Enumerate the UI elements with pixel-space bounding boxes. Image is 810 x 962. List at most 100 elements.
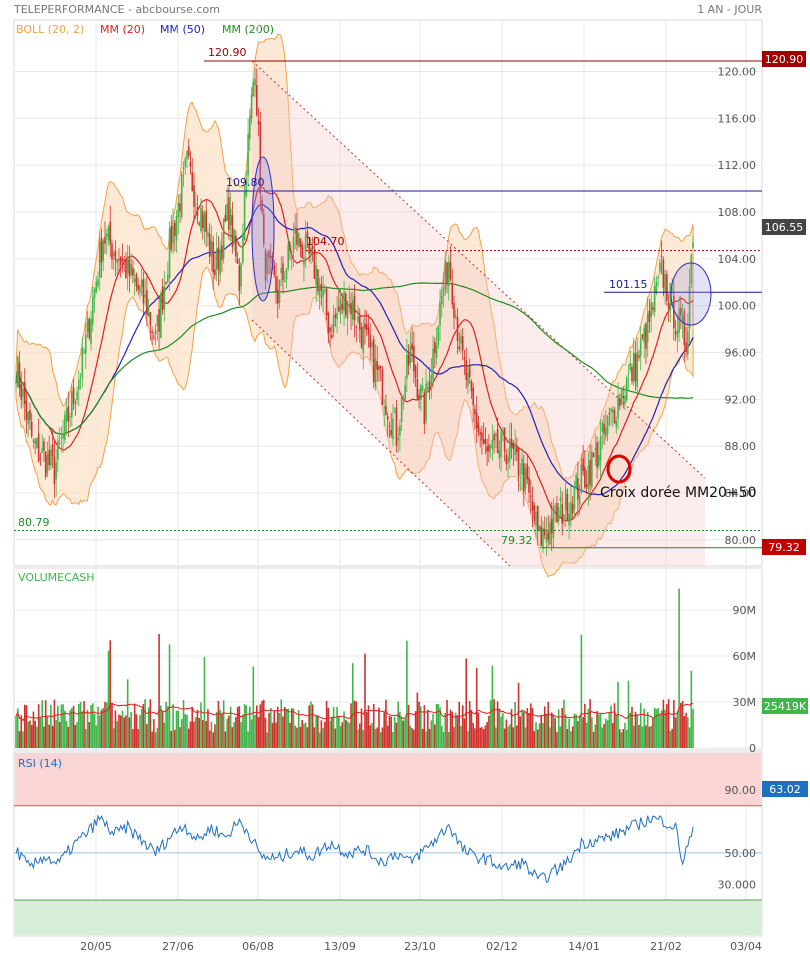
volume-bar	[690, 670, 693, 748]
volume-bar	[205, 721, 208, 748]
candle-body	[582, 458, 584, 471]
candle-body	[36, 438, 38, 449]
candle-body	[393, 411, 396, 413]
volume-bar	[639, 703, 642, 748]
candle-body	[78, 380, 80, 390]
candle-body	[509, 438, 511, 462]
volume-bar	[233, 722, 235, 748]
chart-period: 1 AN - JOUR	[697, 3, 762, 16]
volume-bar	[481, 727, 483, 748]
volume-bar	[669, 730, 672, 748]
candle-body	[135, 274, 138, 287]
volume-bar	[357, 729, 359, 748]
candle-body	[435, 344, 438, 359]
volume-bar	[521, 709, 523, 748]
candle-body	[48, 449, 50, 465]
volume-bar	[632, 725, 635, 748]
volume-bar	[331, 717, 333, 748]
volume-bar	[676, 711, 679, 748]
candle-body	[329, 327, 331, 332]
candle-body	[83, 351, 85, 353]
candle-body	[194, 203, 197, 205]
candle-body	[311, 245, 314, 250]
volume-bar	[470, 709, 473, 748]
price-tick-label: 92.00	[725, 393, 757, 406]
volume-bar	[329, 720, 331, 748]
candle-body	[357, 316, 359, 323]
volume-bar	[229, 706, 232, 748]
candle-body	[196, 207, 199, 217]
price-tick-label: 112.00	[718, 159, 757, 172]
candle-body	[601, 422, 604, 432]
candle-body	[299, 238, 302, 248]
candle-body	[118, 259, 120, 261]
candle-body	[425, 383, 427, 422]
candle-body	[126, 256, 129, 274]
candle-body	[526, 463, 529, 480]
volume-bar	[605, 718, 607, 748]
candle-body	[688, 286, 691, 329]
candle-body	[617, 395, 619, 419]
low-tag-text: 79.32	[768, 541, 800, 554]
candle-body	[97, 279, 99, 286]
volume-bar	[533, 731, 536, 748]
volume-bar	[130, 712, 132, 748]
candle-body	[463, 357, 466, 360]
candle-body	[481, 432, 483, 441]
candle-body	[170, 226, 173, 250]
volume-bar	[198, 717, 201, 748]
candle-body	[611, 409, 614, 413]
volume-bar	[283, 706, 286, 748]
candle-body	[578, 494, 581, 505]
candle-body	[20, 384, 23, 400]
candle-body	[256, 85, 258, 116]
volume-bar	[116, 721, 119, 748]
volume-bar	[402, 720, 405, 748]
candle-body	[151, 330, 153, 334]
volume-bar	[285, 709, 288, 748]
volume-bar	[434, 724, 436, 748]
price-panel-frame	[13, 19, 763, 567]
candle-body	[484, 438, 487, 444]
volume-bar	[259, 704, 262, 748]
candle-body	[172, 225, 174, 244]
candle-body	[458, 346, 461, 350]
volume-bar	[376, 727, 379, 748]
candle-body	[201, 211, 204, 228]
level-label-101: 101.15	[609, 278, 648, 291]
candle-body	[624, 395, 626, 403]
candle-body	[146, 290, 148, 315]
candle-body	[454, 315, 457, 318]
candle-body	[276, 290, 279, 304]
candle-body	[369, 334, 372, 349]
volume-bar	[350, 703, 352, 748]
volume-bar	[362, 730, 365, 748]
volume-bar	[332, 706, 335, 748]
candle-body	[566, 494, 569, 522]
golden-cross-circle	[606, 454, 632, 484]
volume-bar	[324, 721, 326, 748]
volume-bar	[15, 716, 17, 748]
volume-bar	[673, 700, 675, 748]
volume-bar	[475, 667, 478, 748]
candle-body	[603, 423, 605, 434]
candle-body	[468, 366, 471, 377]
volume-bar	[119, 715, 122, 748]
volume-bar	[425, 731, 427, 748]
volume-bar	[273, 710, 276, 748]
volume-bar	[257, 717, 260, 748]
candle-body	[317, 269, 319, 292]
candle-body	[351, 299, 354, 320]
volume-bar	[142, 703, 145, 748]
candle-body	[90, 319, 92, 345]
volume-bar	[67, 726, 70, 748]
candle-body	[123, 259, 125, 261]
volume-bar	[655, 709, 658, 748]
candle-body	[149, 312, 152, 326]
candle-body	[37, 433, 40, 462]
candle-body	[93, 288, 96, 299]
candle-body	[71, 391, 73, 418]
volume-bar	[596, 711, 598, 748]
legend-mm50: MM (50)	[160, 23, 205, 36]
volume-bar	[646, 712, 649, 748]
